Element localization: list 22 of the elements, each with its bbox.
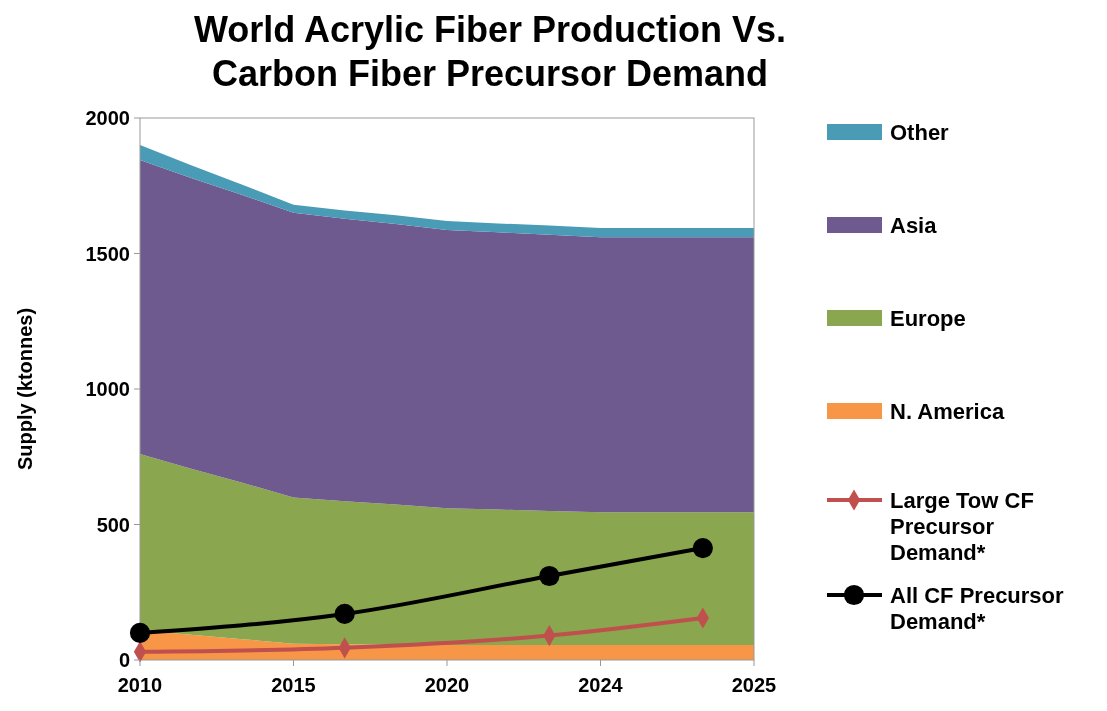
point xyxy=(692,538,713,559)
y-tick-label: 2000 xyxy=(85,107,130,129)
y-tick-label: 1500 xyxy=(85,242,130,265)
legend-label: Other xyxy=(890,119,950,145)
y-tick-label: 1000 xyxy=(85,378,130,400)
x-tick-label: 2025 xyxy=(731,674,777,696)
legend-label: Asia xyxy=(890,212,938,238)
y-tick-label: 500 xyxy=(96,513,130,536)
point xyxy=(129,622,151,643)
legend-label: All CF Precursor Demand* xyxy=(890,582,1065,634)
x-tick-label: 2020 xyxy=(424,674,470,696)
x-tick-label: 2015 xyxy=(271,674,316,696)
y-axis-title: Supply (ktonnes) xyxy=(14,307,36,471)
x-tick-label: 2024 xyxy=(578,674,624,696)
chart-title: World Acrylic Fiber Production Vs. Carbon Fiber Precursor Demand xyxy=(193,9,787,94)
point xyxy=(334,603,355,624)
y-tick-label: 0 xyxy=(118,649,130,671)
legend-label: Europe xyxy=(890,305,966,331)
legend-label: Large Tow CF Precursor Demand* xyxy=(890,487,1034,565)
x-tick-label: 2010 xyxy=(117,674,163,696)
legend-label: N. America xyxy=(890,398,1005,424)
point xyxy=(539,565,560,587)
